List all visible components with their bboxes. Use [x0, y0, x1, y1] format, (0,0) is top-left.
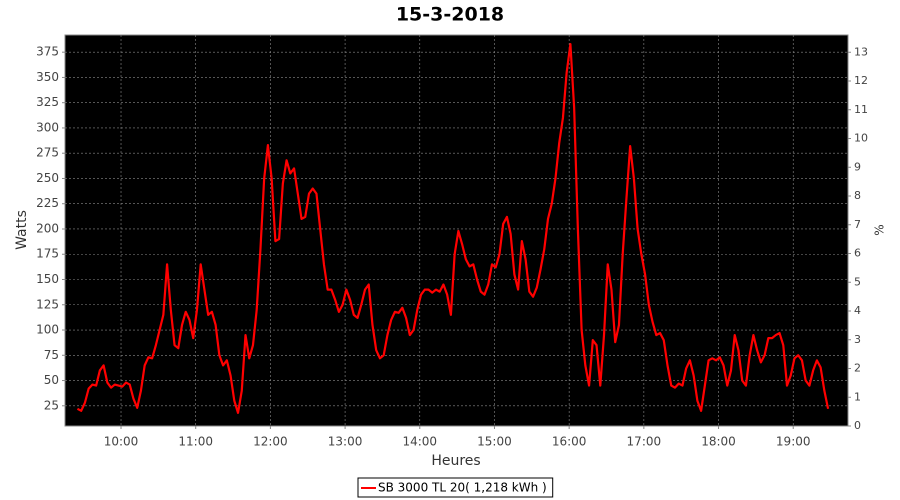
x-tick-label: 17:00: [627, 435, 662, 449]
y2-tick-label: 3: [854, 333, 861, 346]
y2-tick-label: 9: [854, 160, 861, 173]
x-tick-label: 10:00: [104, 435, 139, 449]
x-tick-label: 11:00: [178, 435, 213, 449]
y2-tick-label: 1: [854, 390, 861, 403]
x-tick-label: 15:00: [477, 435, 512, 449]
x-tick-label: 16:00: [552, 435, 587, 449]
y2-tick-label: 8: [854, 189, 861, 202]
y2-tick-label: 5: [854, 275, 861, 288]
legend-box: [357, 477, 554, 498]
y-tick-label: 25: [44, 398, 59, 412]
x-axis-label: Heures: [431, 453, 480, 469]
plot-border: [64, 34, 849, 427]
y-tick-label: 50: [44, 373, 59, 387]
y-tick-label: 225: [36, 196, 59, 210]
y-tick-label: 175: [36, 247, 59, 261]
y2-tick-label: 11: [854, 103, 868, 116]
x-tick-label: 19:00: [776, 435, 811, 449]
y-tick-label: 300: [36, 120, 59, 134]
y2-tick-label: 4: [854, 304, 861, 317]
y-tick-label: 100: [36, 323, 59, 337]
y-tick-label: 275: [36, 146, 59, 160]
y-tick-label: 200: [36, 221, 59, 235]
y2-tick-label: 7: [854, 218, 861, 231]
legend-label: SB 3000 TL 20( 1,218 kWh ): [378, 481, 547, 495]
y2-axis-label: %: [873, 224, 887, 235]
x-tick-label: 14:00: [402, 435, 437, 449]
x-tick-label: 13:00: [328, 435, 363, 449]
y2-tick-label: 12: [854, 74, 868, 87]
y2-tick-label: 10: [854, 132, 868, 145]
y-tick-label: 75: [44, 348, 59, 362]
y2-tick-label: 13: [854, 45, 868, 58]
chart-title: 15-3-2018: [396, 4, 504, 26]
x-tick-label: 12:00: [253, 435, 288, 449]
x-tick-label: 18:00: [701, 435, 736, 449]
y-tick-label: 325: [36, 95, 59, 109]
y-tick-label: 375: [36, 45, 59, 59]
y2-tick-label: 6: [854, 247, 861, 260]
y-axis-label: Watts: [14, 210, 30, 250]
y-tick-label: 125: [36, 297, 59, 311]
y-tick-label: 150: [36, 272, 59, 286]
y2-tick-label: 2: [854, 362, 861, 375]
y-tick-label: 350: [36, 70, 59, 84]
y2-tick-label: 0: [854, 419, 861, 432]
data-line: [76, 42, 830, 414]
y-tick-label: 250: [36, 171, 59, 185]
